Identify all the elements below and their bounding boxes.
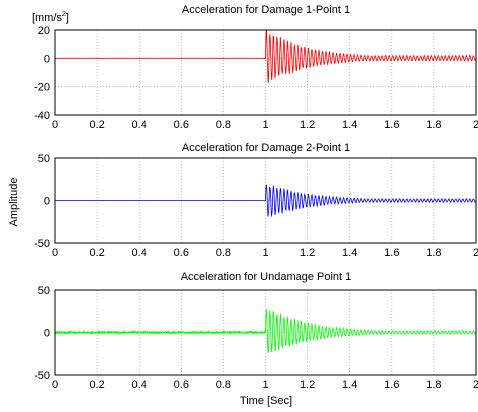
panel-1-x-tick-label: 1.8	[426, 119, 441, 131]
panel-2-x-tick-label: 1	[262, 247, 268, 259]
panel-3-x-tick-label: 1.4	[342, 379, 357, 391]
panel-2-x-ticks: 0 0.2 0.4 0.6 0.8 1 1.2 1.4 1.6 1.8 2	[52, 247, 478, 259]
panel-2-y-ticks: 50 0 -50	[34, 153, 50, 250]
panel-3-x-tick-label: 0	[52, 379, 58, 391]
panel-3-x-tick-label: 0.4	[132, 379, 147, 391]
panel-1-x-tick-label: 0.6	[174, 119, 189, 131]
panel-3-y-tick-label: 0	[44, 328, 50, 340]
figure-x-label: Time [Sec]	[240, 395, 292, 407]
panel-2-x-tick-label: 0.2	[89, 247, 104, 259]
panel-1: Acceleration for Damage 1-Point 1 [mm/s2…	[32, 4, 478, 131]
panel-2-y-tick-label: 50	[38, 153, 50, 165]
panel-1-unit-label: [mm/s2]	[32, 11, 69, 24]
panel-3-y-tick-label: 50	[38, 285, 50, 297]
panel-2-x-tick-label: 0	[52, 247, 58, 259]
panel-3-signal-line	[54, 309, 477, 354]
panel-1-y-ticks: 20 0 -20 -40	[34, 25, 50, 122]
panel-1-signal-line	[55, 29, 477, 83]
panel-2-axes-box	[54, 157, 477, 244]
panel-2-title: Acceleration for Damage 2-Point 1	[182, 142, 350, 154]
panel-1-x-tick-label: 2	[473, 119, 478, 131]
panel-2-x-tick-label: 1.8	[426, 247, 441, 259]
panel-3-x-tick-label: 2	[473, 379, 478, 391]
panel-2-x-tick-label: 0.4	[132, 247, 147, 259]
panel-1-y-tick-label: -40	[34, 110, 50, 122]
panel-1-x-tick-label: 0.8	[216, 119, 231, 131]
panel-2: Acceleration for Damage 2-Point 1 0 0.2 0.…	[34, 142, 478, 259]
panel-2-x-tick-label: 0.8	[216, 247, 231, 259]
panel-3-y-ticks: 50 0 -50	[34, 285, 50, 382]
panel-3-x-ticks: 0 0.2 0.4 0.6 0.8 1 1.2 1.4 1.6 1.8 2	[52, 379, 478, 391]
panel-2-signal-line	[55, 184, 477, 218]
panel-3-x-tick-label: 1.2	[300, 379, 315, 391]
panel-3: Acceleration for Undamage Point 1 0 0.2 0.…	[34, 271, 478, 391]
panel-1-x-ticks: 0 0.2 0.4 0.6 0.8 1 1.2 1.4 1.6 1.8 2	[52, 119, 478, 131]
panel-3-x-tick-label: 0.2	[89, 379, 104, 391]
panel-1-x-tick-label: 1.4	[342, 119, 357, 131]
panel-3-x-tick-label: 1.6	[384, 379, 399, 391]
panel-1-x-tick-label: 1.6	[384, 119, 399, 131]
panel-1-x-tick-label: 0.2	[89, 119, 104, 131]
panel-1-x-tick-label: 1.2	[300, 119, 315, 131]
panel-2-x-tick-label: 0.6	[174, 247, 189, 259]
panel-1-y-tick-label: 0	[44, 53, 50, 65]
panel-2-y-tick-label: -50	[34, 238, 50, 250]
figure-y-label: Amplitude	[8, 178, 20, 227]
panel-2-x-tick-label: 1.2	[300, 247, 315, 259]
panel-2-x-tick-label: 2	[473, 247, 478, 259]
panel-3-x-tick-label: 1.8	[426, 379, 441, 391]
panel-1-axes-box	[54, 29, 477, 116]
panel-3-axes-box	[54, 289, 477, 376]
panel-1-title: Acceleration for Damage 1-Point 1	[182, 4, 350, 16]
panel-2-x-tick-label: 1.4	[342, 247, 357, 259]
panel-2-x-tick-label: 1.6	[384, 247, 399, 259]
panel-3-title: Acceleration for Undamage Point 1	[181, 271, 352, 283]
panel-1-y-tick-label: -20	[34, 82, 50, 94]
panel-1-x-tick-label: 1	[262, 119, 268, 131]
panel-3-x-tick-label: 1	[262, 379, 268, 391]
panel-3-x-tick-label: 0.8	[216, 379, 231, 391]
panel-1-y-tick-label: 20	[38, 25, 50, 37]
panel-3-y-tick-label: -50	[34, 370, 50, 382]
panel-3-x-tick-label: 0.6	[174, 379, 189, 391]
panel-1-x-tick-label: 0.4	[132, 119, 147, 131]
panel-2-y-tick-label: 0	[44, 196, 50, 208]
panel-1-x-tick-label: 0	[52, 119, 58, 131]
